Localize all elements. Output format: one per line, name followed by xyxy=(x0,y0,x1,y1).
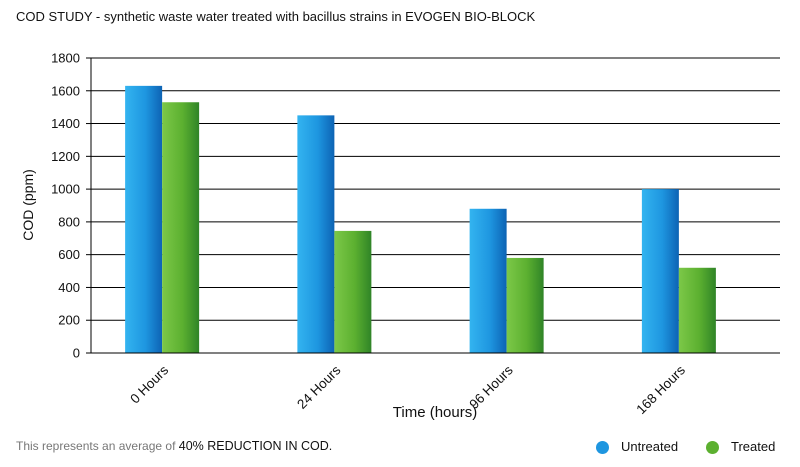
y-tick-label: 400 xyxy=(58,280,80,295)
footnote-prefix: This represents an average of xyxy=(16,439,179,453)
bar-treated-96-hours xyxy=(506,257,544,353)
y-tick-label: 1600 xyxy=(51,83,80,98)
y-tick-label: 1000 xyxy=(51,182,80,197)
footnote: This represents an average of 40% REDUCT… xyxy=(16,439,332,453)
legend-swatch-treated xyxy=(706,441,719,454)
x-tick-label: 168 Hours xyxy=(633,362,688,417)
y-axis-label: COD (ppm) xyxy=(20,169,36,241)
bar-untreated-24-hours xyxy=(297,115,335,353)
bar-treated-0-hours xyxy=(162,102,200,353)
x-tick-label: 24 Hours xyxy=(294,362,344,412)
y-tick-label: 200 xyxy=(58,313,80,328)
chart-title: COD STUDY - synthetic waste water treate… xyxy=(16,9,536,24)
bar-chart: 0 200 400 600 800 1000 1200 1400 1600 1800 0 Hour… xyxy=(20,51,780,421)
bar-untreated-168-hours xyxy=(641,189,679,353)
y-tick-label: 800 xyxy=(58,214,80,229)
y-tick-label: 1400 xyxy=(51,116,80,131)
x-axis-label: Time (hours) xyxy=(393,404,477,421)
bar-untreated-0-hours xyxy=(125,85,163,353)
legend-swatch-untreated xyxy=(596,441,609,454)
bar-treated-168-hours xyxy=(678,267,716,353)
legend-label-treated: Treated xyxy=(731,439,776,454)
bar-treated-24-hours xyxy=(334,230,372,353)
footnote-highlight: 40% REDUCTION IN COD. xyxy=(178,439,333,453)
y-tick-label: 1200 xyxy=(51,149,80,164)
bar-untreated-96-hours xyxy=(469,208,507,353)
y-tick-label: 1800 xyxy=(51,51,80,66)
legend-label-untreated: Untreated xyxy=(621,439,679,454)
y-tick-label: 0 xyxy=(73,346,80,361)
y-tick-label: 600 xyxy=(58,247,80,262)
x-tick-label: 0 Hours xyxy=(127,362,171,406)
